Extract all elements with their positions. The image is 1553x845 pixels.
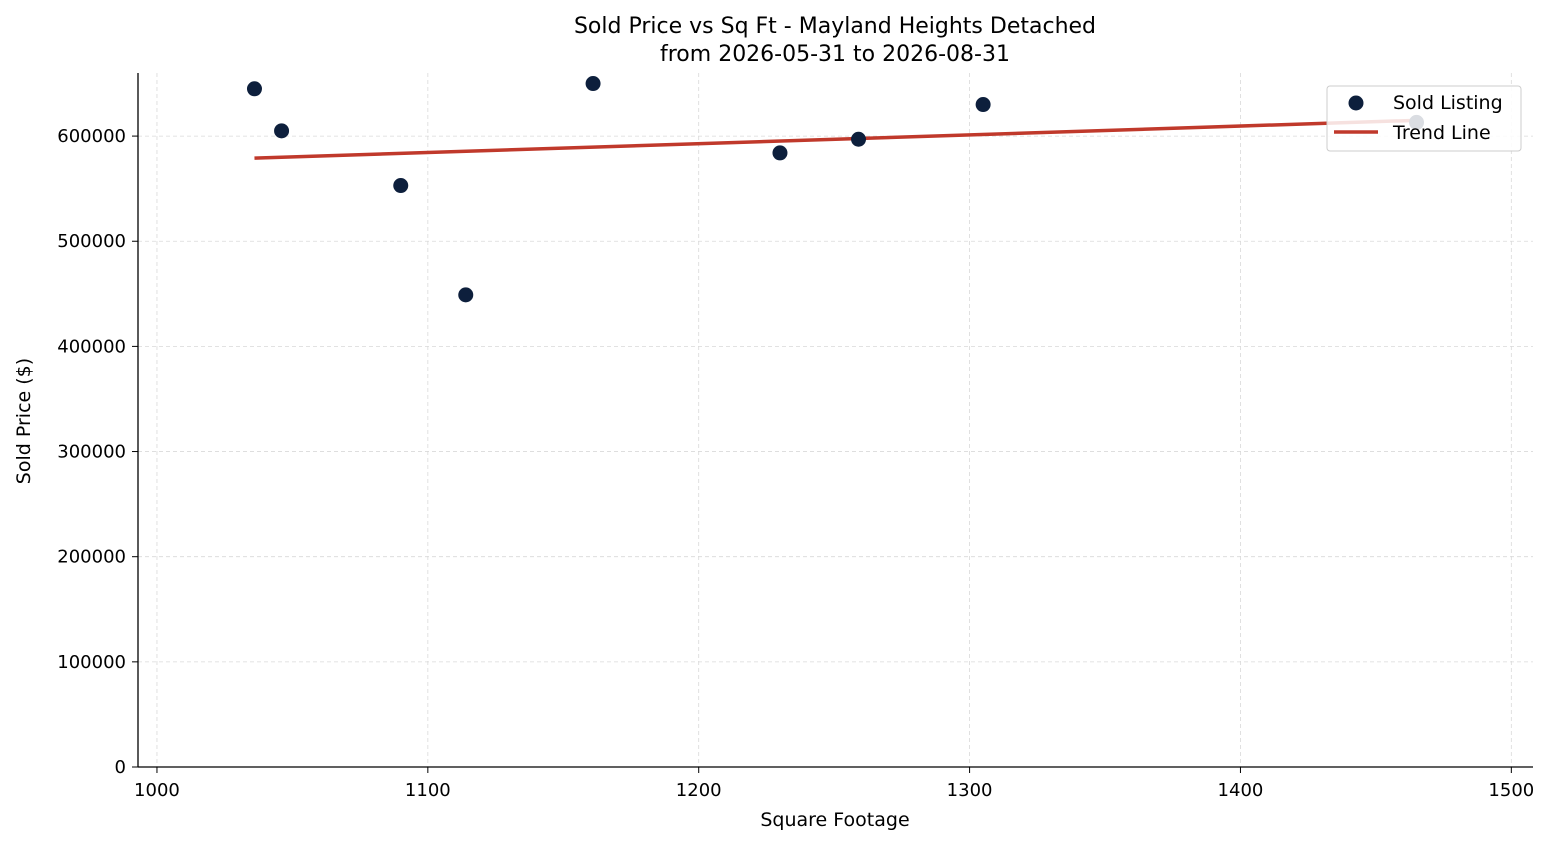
legend-scatter-marker <box>1348 95 1364 111</box>
x-tick-label: 1100 <box>405 780 451 801</box>
data-point <box>975 97 991 113</box>
y-axis-label: Sold Price ($) <box>13 358 35 484</box>
x-tick-label: 1000 <box>134 780 180 801</box>
data-point <box>851 131 867 147</box>
legend: Sold Listing Trend Line <box>1326 85 1522 152</box>
data-point <box>393 178 409 194</box>
y-tick-label: 500000 <box>57 231 126 252</box>
legend-box <box>1326 85 1522 152</box>
data-point <box>585 76 601 92</box>
y-tick-label: 0 <box>115 757 126 778</box>
data-point <box>458 287 474 303</box>
y-tick-label: 400000 <box>57 336 126 357</box>
gridlines <box>138 73 1533 768</box>
y-tick-label: 600000 <box>57 126 126 147</box>
data-point <box>274 123 290 139</box>
data-point <box>772 145 788 161</box>
trend-line <box>254 118 1417 160</box>
y-tick-label: 300000 <box>57 442 126 463</box>
x-tick-label: 1200 <box>676 780 722 801</box>
chart-subtitle: from 2026-05-31 to 2026-08-31 <box>660 42 1010 67</box>
legend-label-trend-line: Trend Line <box>1392 122 1491 144</box>
x-axis-label: Square Footage <box>760 809 909 831</box>
y-tick-label: 100000 <box>57 652 126 673</box>
x-tick-label: 1300 <box>947 780 993 801</box>
legend-label-sold-listing: Sold Listing <box>1393 92 1503 114</box>
axes <box>132 73 1533 773</box>
chart-title: Sold Price vs Sq Ft - Mayland Heights De… <box>574 14 1096 39</box>
tick-labels: 1000 1100 1200 1300 1400 1500 0 100000 200000 300… <box>57 126 1534 801</box>
data-point <box>246 81 262 97</box>
x-tick-label: 1400 <box>1218 780 1264 801</box>
plot-area <box>246 76 1425 303</box>
y-tick-label: 200000 <box>57 547 126 568</box>
x-tick-label: 1500 <box>1488 780 1534 801</box>
